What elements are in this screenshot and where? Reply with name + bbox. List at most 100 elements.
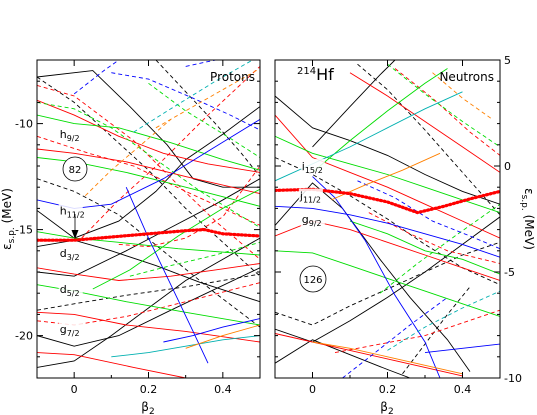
neutrons-level-line-25 [357, 180, 500, 250]
neutrons-level-line-21 [387, 63, 500, 148]
neutrons-shell-gap-label: 126 [303, 275, 322, 286]
neutrons-orbital-label-backdrop [300, 212, 325, 227]
neutrons-level-line-20 [379, 203, 500, 294]
protons-orbital-label-backdrop [58, 281, 83, 297]
protons-x-tick-label: 0 [71, 383, 78, 396]
neutrons-level-line-4 [312, 60, 396, 148]
neutrons-y-tick-label: -10 [504, 372, 522, 385]
neutrons-x-axis-label: β2 [380, 400, 393, 415]
protons-shell-gap: 82 [62, 156, 88, 182]
neutrons-level-line-3 [275, 339, 411, 378]
neutrons-x-tick-label: 0 [309, 383, 316, 396]
protons-level-line-30 [163, 318, 260, 343]
neutrons-level-line-8 [402, 286, 471, 375]
neutrons-x-axis: 0 0.2 0.4 [274, 60, 501, 396]
protons-level-line-27 [148, 82, 260, 158]
protons-orbital-label: d3/2 [60, 247, 80, 262]
neutrons-level-line-19 [349, 220, 500, 275]
protons-level-line-26 [129, 241, 260, 277]
protons-level-line-19 [81, 66, 260, 239]
neutrons-level-line-1 [275, 182, 471, 372]
protons-y-tick-label: -15 [15, 224, 33, 237]
neutrons-orbital-label-backdrop [300, 159, 325, 174]
protons-level-line-22 [37, 231, 260, 256]
neutrons-level-line-17 [275, 250, 500, 317]
neutrons-orbital-label: g9/2 [302, 213, 322, 228]
protons-panel: 0 0.2 0.4 -10 -15 -20 Protons h9/2 h11/2 d3/2 d… [0, 59, 261, 415]
neutrons-level-line-23 [312, 176, 441, 378]
neutrons-orbital-label-backdrop [298, 188, 323, 204]
protons-y-tick-label: -20 [15, 330, 33, 343]
neutrons-shell-gap: 126 [299, 265, 327, 293]
protons-level-line-16 [37, 135, 260, 226]
protons-x-axis-label: β2 [141, 400, 154, 415]
neutrons-orbital-labels: i15/2 j11/2 g9/2 [298, 159, 325, 228]
neutrons-orbital-label: j11/2 [299, 190, 321, 205]
protons-level-line-8 [37, 273, 260, 311]
neutrons-level-line-12 [349, 72, 500, 173]
protons-level-line-24 [92, 188, 260, 290]
neutrons-level-line-14 [394, 68, 500, 156]
protons-y-tick-label: -10 [15, 118, 33, 131]
neutrons-y-tick-label: -5 [504, 266, 515, 279]
protons-orbital-label-backdrop [58, 322, 83, 338]
protons-level-line-25 [37, 101, 260, 228]
protons-level-line-31 [111, 72, 260, 131]
neutrons-level-line-30 [432, 72, 493, 120]
protons-level-line-34 [133, 60, 253, 133]
neutrons-level-line-10 [275, 114, 500, 239]
protons-level-line-33 [73, 60, 120, 95]
protons-shell-gap-circle [62, 156, 88, 182]
neutrons-level-line-7 [357, 63, 500, 216]
protons-level-line-35 [111, 335, 260, 358]
nucleus-label: 214Hf [297, 65, 334, 84]
neutrons-panel-title: Neutrons [439, 70, 494, 84]
protons-level-line-13 [37, 311, 260, 343]
neutrons-level-line-13 [368, 212, 500, 264]
neutrons-level-line-0 [275, 95, 500, 205]
protons-level-line-36 [155, 68, 260, 129]
neutrons-panel: 0 0.2 0.4 50-5-10 Neutrons i15/2j11/2g9/2 … [274, 54, 536, 415]
protons-level-line-20 [37, 114, 260, 171]
neutrons-level-line-28 [387, 290, 500, 351]
protons-level-line-6 [37, 76, 260, 277]
protons-level-line-12 [37, 263, 260, 281]
protons-orbital-label-backdrop [58, 203, 83, 219]
neutrons-y-axis: 5 0 -5 -10 [275, 54, 522, 385]
neutrons-level-lines [275, 60, 500, 378]
protons-level-line-5 [37, 237, 260, 368]
neutrons-x-tick-label: 0.2 [379, 383, 397, 396]
neutrons-y-axis-label: εs.p. (MeV) [519, 188, 536, 250]
protons-level-line-0 [37, 70, 260, 188]
neutrons-level-line-26 [342, 297, 448, 378]
neutrons-x-tick-label: 0.4 [454, 383, 472, 396]
protons-orbital-label-backdrop [58, 245, 83, 261]
neutrons-level-line-22 [275, 205, 500, 258]
neutrons-shell-gap-circle [299, 265, 327, 293]
protons-level-line-21 [37, 157, 260, 207]
neutrons-level-line-31 [312, 341, 463, 375]
protons-x-axis: 0 0.2 0.4 [36, 60, 261, 396]
protons-level-line-11 [37, 148, 260, 195]
protons-fermi-level [37, 227, 260, 242]
protons-x-tick-label: 0.2 [140, 383, 158, 396]
protons-level-line-29 [125, 187, 209, 364]
neutrons-level-line-24 [424, 343, 500, 354]
protons-shell-gap-label: 82 [69, 165, 82, 176]
protons-orbital-label: h9/2 [60, 128, 80, 143]
neutrons-level-line-15 [334, 309, 500, 354]
nucleus-symbol: Hf [316, 65, 334, 84]
neutrons-level-line-11 [275, 333, 463, 377]
protons-level-line-32 [185, 60, 246, 67]
neutrons-level-line-18 [312, 68, 448, 173]
neutrons-y-tick-label: 5 [504, 54, 511, 67]
protons-x-tick-label: 0.4 [214, 383, 232, 396]
protons-orbital-label: h11/2 [60, 205, 85, 220]
protons-level-line-14 [37, 352, 186, 378]
neutrons-orbital-label: i15/2 [302, 160, 323, 175]
protons-orbital-labels: h9/2 h11/2 d3/2 d5/2 g7/2 [58, 127, 85, 338]
protons-orbital-label-backdrop [58, 127, 83, 143]
protons-y-axis: -10 -15 -20 [15, 59, 260, 379]
protons-orbital-label: g7/2 [60, 323, 80, 338]
